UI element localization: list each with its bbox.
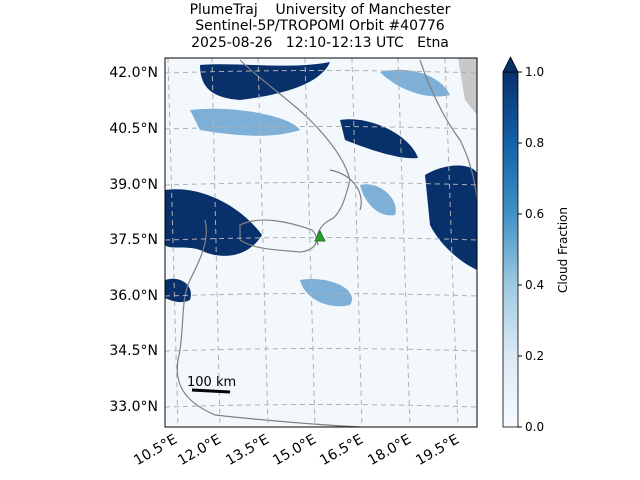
colorbar-tick-label: 0.8 bbox=[525, 136, 544, 150]
lat-label: 33.0°N bbox=[109, 399, 158, 415]
lon-label: 19.5°E bbox=[413, 432, 462, 469]
colorbar-tick-label: 0.0 bbox=[525, 420, 544, 434]
lon-label: 15.0°E bbox=[270, 432, 319, 469]
colorbar-tick-label: 0.6 bbox=[525, 207, 544, 221]
lat-label: 34.5°N bbox=[109, 343, 158, 359]
colorbar-tick-label: 0.2 bbox=[525, 349, 544, 363]
colorbar bbox=[502, 56, 519, 428]
title-line: 2025-08-26 12:10-12:13 UTC Etna bbox=[191, 35, 449, 51]
lon-label: 16.5°E bbox=[317, 432, 366, 469]
lon-label: 10.5°E bbox=[131, 432, 180, 469]
lat-label: 40.5°N bbox=[109, 121, 158, 137]
colorbar-label: Cloud Fraction bbox=[556, 207, 570, 293]
map bbox=[165, 58, 477, 427]
title-line: Sentinel-5P/TROPOMI Orbit #40776 bbox=[195, 18, 445, 34]
lat-label: 36.0°N bbox=[109, 288, 158, 304]
lat-label: 39.0°N bbox=[109, 177, 158, 193]
lat-label: 42.0°N bbox=[109, 65, 158, 81]
colorbar-tick-label: 0.4 bbox=[525, 278, 544, 292]
lon-label: 18.0°E bbox=[365, 432, 414, 469]
lon-label: 13.5°E bbox=[223, 432, 272, 469]
lon-label: 12.0°E bbox=[175, 432, 224, 469]
title-line: PlumeTraj University of Manchester bbox=[190, 2, 451, 18]
scale-bar-label: 100 km bbox=[187, 375, 236, 390]
lat-label: 37.5°N bbox=[109, 232, 158, 248]
colorbar-tick-label: 1.0 bbox=[525, 65, 544, 79]
